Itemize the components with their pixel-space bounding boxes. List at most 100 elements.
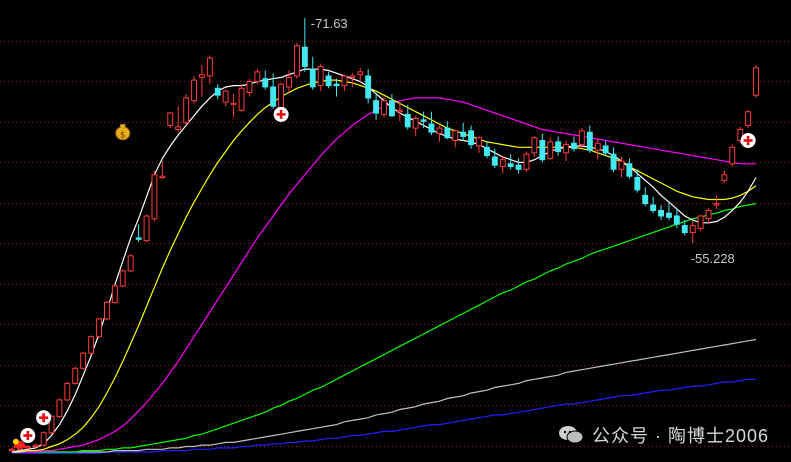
candle	[254, 69, 261, 85]
candle-body-down	[539, 140, 546, 161]
candle	[737, 126, 744, 144]
candle	[404, 104, 411, 130]
candle	[56, 398, 63, 418]
candle	[325, 71, 332, 89]
candle	[491, 148, 498, 168]
candle-body-down	[658, 210, 664, 217]
candle-body-down	[270, 86, 277, 107]
candle	[460, 122, 467, 141]
candle-body-up	[278, 83, 285, 108]
candle	[396, 102, 403, 122]
candle-body-down	[626, 163, 633, 177]
candle-body-up	[737, 129, 744, 141]
candle	[206, 55, 213, 85]
candle	[420, 111, 427, 129]
candle-body-down	[634, 177, 641, 191]
candle-body-up	[729, 146, 736, 165]
candle-body-down	[642, 194, 649, 205]
candle-body-up	[254, 71, 261, 83]
buy-plus-icon	[20, 428, 36, 444]
candle-body-up	[143, 215, 150, 242]
candle	[634, 169, 641, 193]
candle-body-up	[40, 432, 47, 446]
candle-body-up	[381, 100, 387, 115]
candle	[555, 136, 562, 156]
candle-body-down	[602, 145, 609, 154]
low-price-label: -55.228	[691, 251, 735, 266]
ma60-line	[12, 203, 757, 453]
candle	[238, 84, 245, 112]
candle-body-up	[697, 215, 704, 229]
candle-body-up	[341, 75, 348, 87]
candle	[539, 133, 546, 163]
candle	[64, 382, 71, 402]
candle	[135, 224, 142, 243]
candle	[72, 366, 79, 385]
candle-body-down	[468, 130, 475, 146]
candle-body-up	[222, 90, 229, 103]
candle-body-up	[745, 111, 752, 126]
candle-body-up	[96, 318, 102, 338]
candle-body-up	[396, 109, 403, 113]
candle	[183, 93, 190, 126]
candle	[389, 93, 395, 118]
flag-icon	[12, 438, 27, 448]
candle	[618, 156, 625, 178]
candle	[745, 110, 752, 129]
candle-body-down	[428, 123, 435, 133]
candle-body-up	[476, 137, 482, 147]
candle	[286, 70, 293, 93]
candle-body-up	[705, 210, 712, 220]
candle-body-down	[484, 146, 490, 157]
candle	[476, 136, 482, 153]
candle	[626, 158, 633, 179]
candle-body-up	[412, 118, 419, 129]
candle	[697, 214, 704, 232]
candle-body-up	[64, 382, 71, 401]
candle	[341, 74, 348, 92]
candle-body-up	[104, 301, 110, 320]
candle	[586, 125, 593, 153]
wechat-icon	[558, 426, 584, 444]
candle-body-up	[238, 87, 245, 111]
candle-body-up	[159, 175, 166, 179]
candle-body-up	[436, 127, 443, 135]
candle	[428, 111, 435, 135]
watermark-text: 公众号 · 陶博士2006	[591, 426, 769, 446]
candle	[301, 17, 308, 72]
candle	[484, 141, 490, 159]
candle-body-up	[713, 203, 720, 206]
candle-body-up	[119, 270, 126, 287]
candle	[9, 447, 15, 452]
candle-body-up	[689, 225, 696, 234]
candle	[88, 335, 95, 355]
candle	[753, 65, 759, 98]
buy-plus-icon	[36, 410, 52, 426]
candle-body-up	[753, 67, 759, 96]
candle	[412, 115, 419, 137]
candle-body-down	[460, 131, 467, 137]
candle	[642, 187, 649, 207]
candle-body-up	[16, 447, 23, 450]
candle-body-down	[681, 225, 688, 234]
candle-body-up	[618, 160, 625, 170]
candles	[9, 17, 759, 452]
candle	[119, 269, 126, 288]
signal-marks: $	[12, 106, 756, 448]
candle	[578, 128, 585, 149]
candle-body-up	[48, 415, 55, 434]
candle-body-up	[349, 75, 356, 78]
candle	[143, 214, 150, 243]
ma250-line	[12, 378, 756, 454]
candle-body-down	[309, 68, 316, 88]
candle-body-down	[420, 119, 427, 122]
candle	[214, 84, 221, 100]
candle	[349, 73, 356, 87]
buy-plus-icon	[273, 106, 289, 122]
candle	[547, 137, 554, 160]
candle-body-down	[491, 156, 498, 166]
candle-body-up	[183, 97, 190, 124]
candle	[357, 67, 364, 83]
ma120-line	[12, 338, 757, 453]
candle	[104, 301, 110, 321]
